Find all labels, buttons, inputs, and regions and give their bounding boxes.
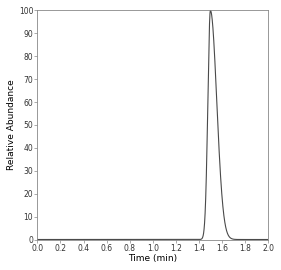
Y-axis label: Relative Abundance: Relative Abundance [7, 80, 16, 170]
X-axis label: Time (min): Time (min) [128, 254, 177, 263]
